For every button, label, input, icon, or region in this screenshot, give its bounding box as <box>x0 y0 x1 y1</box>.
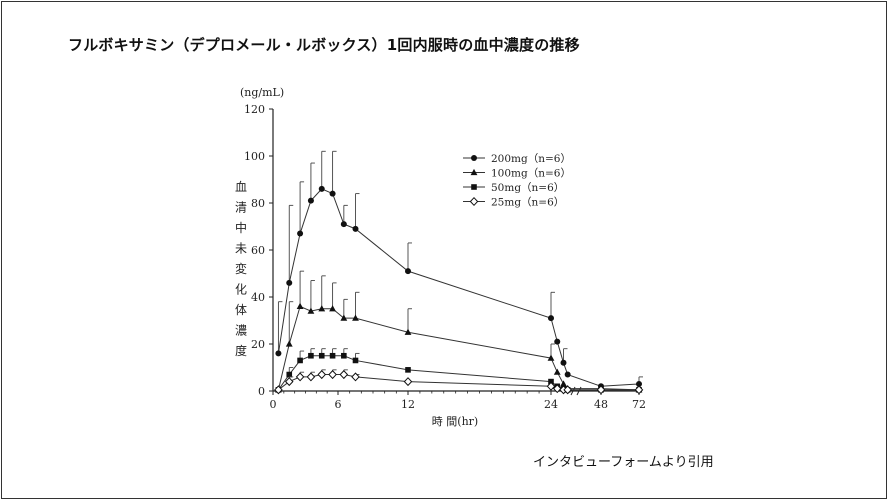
data-point <box>297 230 304 237</box>
x-tick-label: 0 <box>270 398 277 411</box>
data-point <box>634 385 644 395</box>
data-point <box>352 225 359 232</box>
x-tick-label: 12 <box>401 398 415 411</box>
data-point <box>564 371 571 378</box>
legend-marker <box>471 184 477 190</box>
legend-marker <box>471 155 477 161</box>
series-layer <box>274 150 644 395</box>
data-point <box>307 197 314 204</box>
data-point <box>548 378 554 385</box>
page-title: フルボキサミン（デプロメール・ルボックス）1回内服時の血中濃度の推移 <box>68 36 580 54</box>
data-point <box>563 385 572 395</box>
source-note: インタビューフォームより引用 <box>533 455 714 470</box>
data-point <box>274 385 283 395</box>
data-point <box>552 384 562 394</box>
legend-marker <box>469 196 479 207</box>
data-point <box>317 370 327 380</box>
data-point <box>352 314 359 321</box>
legend: 200mg（n=6） 100mg（n=6） 50mg（n=6） 25mg（n=6） <box>463 153 571 209</box>
data-point <box>405 268 411 275</box>
x-tick-label: 24 <box>544 398 558 411</box>
legend-marker <box>470 168 478 176</box>
legend-label: 100mg（n=6） <box>491 168 571 180</box>
data-point <box>318 305 326 312</box>
data-point <box>329 305 336 312</box>
data-point <box>341 352 347 359</box>
legend-item-0: 200mg（n=6） <box>463 153 571 165</box>
data-point <box>318 352 325 359</box>
x-tick-label: 72 <box>632 398 646 411</box>
data-point <box>553 368 561 375</box>
data-point <box>328 370 337 380</box>
axes: 0 20 40 60 80 100 120 (ng/mL) 血清中未変化体濃度 0 6 12 24 48 7… <box>235 86 646 428</box>
data-point <box>351 372 360 382</box>
data-point <box>286 279 293 286</box>
x-axis-label: 時 間(hr) <box>432 415 478 428</box>
data-point <box>339 370 349 380</box>
series-3 <box>274 369 644 395</box>
data-point <box>405 367 411 373</box>
series-2 <box>275 348 642 393</box>
y-tick-label: 20 <box>251 338 265 351</box>
data-point <box>284 377 294 387</box>
data-point <box>636 380 642 387</box>
data-point <box>340 314 348 321</box>
data-point <box>295 372 305 382</box>
y-tick-label: 60 <box>251 244 265 257</box>
data-point <box>275 350 282 357</box>
data-point <box>329 190 336 197</box>
y-tick-label: 100 <box>244 150 265 163</box>
data-point <box>548 315 554 322</box>
data-point <box>546 381 556 391</box>
legend-item-1: 100mg（n=6） <box>463 168 571 180</box>
data-point <box>547 354 555 361</box>
legend-label: 50mg（n=6） <box>491 182 564 194</box>
data-point <box>404 328 412 335</box>
data-point <box>352 357 359 364</box>
legend-item-3: 25mg（n=6） <box>463 197 564 209</box>
data-point <box>307 307 315 314</box>
data-point <box>306 372 316 382</box>
data-point <box>554 338 561 345</box>
data-point <box>297 357 303 364</box>
series-0 <box>275 150 643 390</box>
data-point <box>329 352 336 359</box>
legend-label: 25mg（n=6） <box>491 197 564 209</box>
data-point <box>340 221 347 228</box>
data-point <box>308 352 314 359</box>
data-point <box>296 302 304 309</box>
y-tick-label: 80 <box>251 197 265 210</box>
data-point <box>560 359 567 366</box>
y-unit-label: (ng/mL) <box>240 86 284 99</box>
data-point <box>285 340 293 347</box>
y-tick-label: 120 <box>244 103 265 116</box>
legend-item-2: 50mg（n=6） <box>463 182 564 194</box>
legend-label: 200mg（n=6） <box>491 153 571 165</box>
data-point <box>596 385 606 395</box>
data-point <box>286 371 293 378</box>
y-axis-label: 血清中未変化体濃度 <box>235 180 247 358</box>
x-tick-label: 6 <box>335 398 342 411</box>
x-tick-label: 48 <box>594 398 608 411</box>
data-point <box>560 380 567 387</box>
data-point <box>318 185 325 192</box>
y-tick-label: 0 <box>258 385 265 398</box>
data-point <box>403 377 413 387</box>
y-tick-label: 40 <box>251 291 265 304</box>
